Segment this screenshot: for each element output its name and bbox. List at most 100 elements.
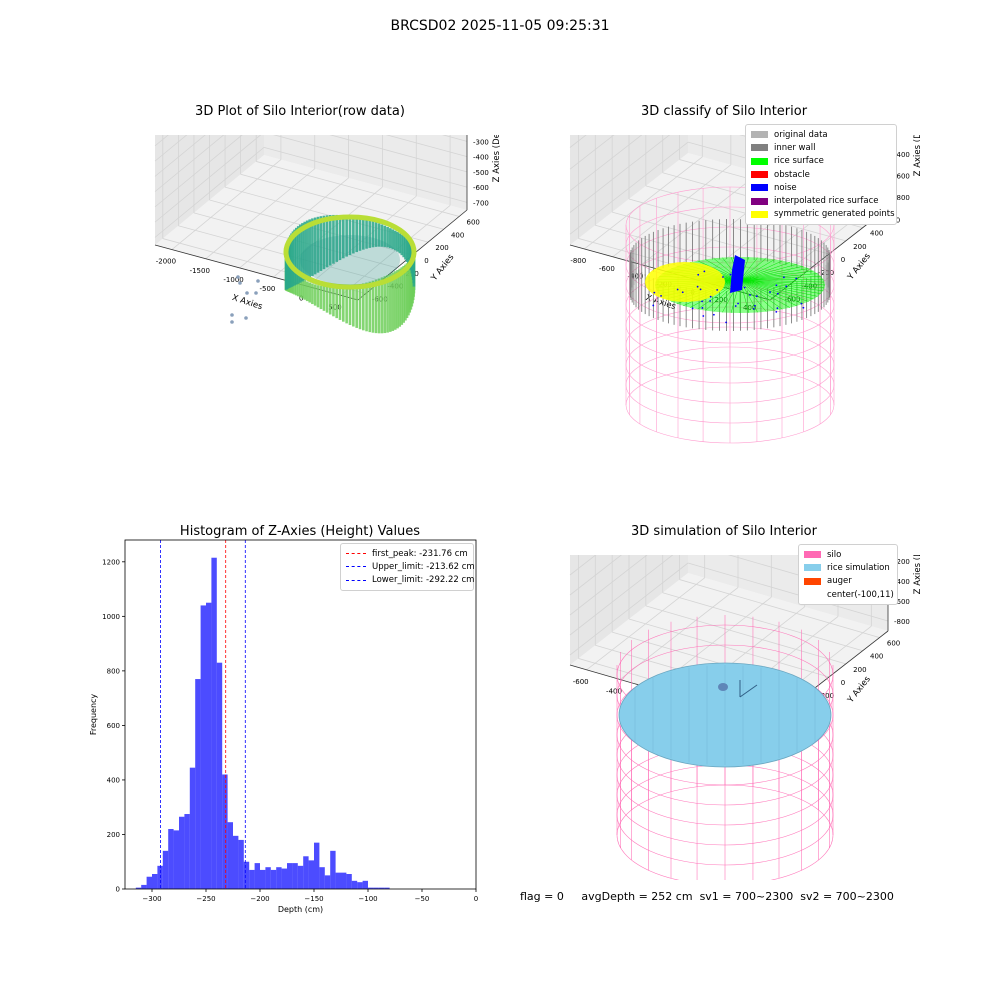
y-tick-label: 200 <box>107 831 120 839</box>
histogram-bar <box>303 856 309 889</box>
grid-line <box>178 225 382 282</box>
y-tick-label: 200 <box>435 244 448 252</box>
y-axis-label: Y Axies <box>429 252 457 284</box>
legend-item: Upper_limit: -213.62 cm <box>346 560 475 573</box>
histogram-bar <box>378 887 385 889</box>
x-tick-label: −150 <box>304 895 323 903</box>
x-tick-label: -600 <box>573 678 589 686</box>
surface-points <box>300 235 400 285</box>
z-tick-label: -400 <box>894 578 910 586</box>
x-tick-label: -400 <box>606 688 622 696</box>
noise-point <box>697 273 700 276</box>
legend-item: interpolated rice surface <box>751 194 891 207</box>
histogram-bar <box>346 874 352 889</box>
rice-surface-ray <box>739 279 775 311</box>
legend-label: rice simulation <box>827 562 890 573</box>
y-tick-label: 0 <box>841 256 845 264</box>
grid-line <box>569 555 648 616</box>
grid-line <box>154 135 188 162</box>
plot-frame <box>124 539 477 890</box>
legend-label: silo <box>827 549 842 560</box>
grid-line <box>569 135 615 170</box>
y-tick-label: 600 <box>887 640 900 648</box>
histogram-bar <box>189 767 196 889</box>
y-tick-label: -200 <box>818 692 834 700</box>
legend-item: center(-100,11) <box>804 588 894 601</box>
noise-point <box>775 284 778 287</box>
z-tick-label: -200 <box>894 135 910 137</box>
noise-point <box>238 281 242 285</box>
noise-point <box>230 320 234 324</box>
grid-line <box>154 135 262 223</box>
legend-label: symmetric generated points <box>774 209 895 220</box>
y-axis-label: Y Axies <box>845 251 873 283</box>
grid-line <box>329 135 468 173</box>
histogram-bar <box>373 887 379 889</box>
histogram-bar <box>141 884 147 889</box>
x-tick-label: -400 <box>627 273 643 281</box>
status-footer: flag = 0 avgDepth = 252 cm sv1 = 700~230… <box>520 890 894 903</box>
grid-line <box>569 555 597 576</box>
legend-swatch <box>751 157 768 165</box>
noise-point <box>738 280 740 283</box>
histogram-bar <box>162 850 169 889</box>
noise-point <box>743 286 746 289</box>
noise-point <box>749 294 751 296</box>
legend-swatch <box>804 577 821 585</box>
histogram-bar <box>357 882 363 889</box>
rice-surface-ray <box>739 279 758 313</box>
histogram-legend: first_peak: -231.76 cm Upper_limit: -213.… <box>340 543 475 591</box>
x-axis-label: X Axies <box>231 293 264 312</box>
histogram-bar <box>270 869 277 889</box>
z-tick-label: -500 <box>473 169 489 177</box>
histogram-bar <box>330 850 336 889</box>
noise-point <box>755 295 758 298</box>
x-tick-label: -2000 <box>156 258 176 266</box>
noise-point <box>785 285 788 288</box>
legend-item: noise <box>751 181 891 194</box>
x-tick-label: 0 <box>474 895 478 903</box>
histogram-bar <box>335 872 341 889</box>
y-tick-label: 1000 <box>102 613 120 621</box>
histogram-bar <box>368 887 374 889</box>
noise-point <box>737 302 739 305</box>
grid-line <box>154 135 225 192</box>
z-axis-label: Z Axies (Depth) <box>492 135 500 182</box>
rice-surface-ray <box>739 263 797 281</box>
histogram-bar <box>222 774 228 889</box>
histogram-bar <box>200 605 206 889</box>
classify-legend: original data inner wall rice surface obsta… <box>745 124 897 226</box>
grid-line <box>569 562 689 656</box>
histogram-bar <box>135 887 142 889</box>
auger-arm <box>739 684 758 698</box>
histogram-bar <box>292 863 298 889</box>
noise-point <box>795 277 798 280</box>
rice-surface-ray <box>739 279 809 302</box>
x-tick-label: 500 <box>328 303 341 311</box>
z-tick-label: -700 <box>473 199 489 207</box>
histogram-bar <box>173 830 179 889</box>
noise-point <box>236 275 240 279</box>
y-tick-label: 400 <box>451 231 464 239</box>
histogram-bar <box>324 875 331 889</box>
grid-line <box>263 146 468 203</box>
noise-point <box>732 282 734 285</box>
noise-point <box>699 288 702 291</box>
legend-label: noise <box>774 182 797 193</box>
z-tick-label: -400 <box>894 151 910 159</box>
noise-point <box>709 295 712 298</box>
noise-point <box>722 276 724 278</box>
y-tick-label: 200 <box>853 243 866 251</box>
legend-swatch <box>751 184 768 192</box>
legend-label: inner wall <box>774 142 816 153</box>
z-tick-label: -800 <box>894 618 910 626</box>
rice-surface-ray <box>739 279 824 292</box>
y-tick-label: 0 <box>841 679 845 687</box>
histogram-bar <box>249 869 255 889</box>
legend-item: silo <box>804 548 892 561</box>
z-tick-label: -600 <box>473 184 489 192</box>
noise-point <box>702 315 705 317</box>
rice-surface-ray <box>739 266 804 281</box>
grid-line <box>628 198 830 255</box>
histogram-bar <box>281 868 287 889</box>
